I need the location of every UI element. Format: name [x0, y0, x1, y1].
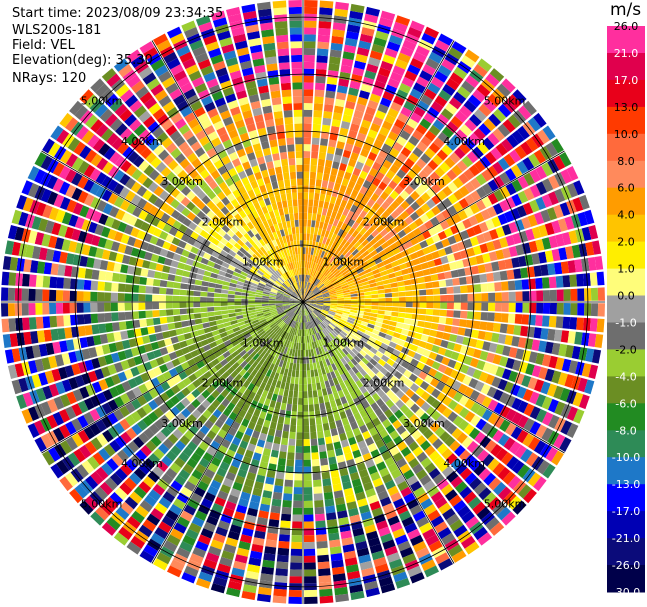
- ring-label: 4.00km: [121, 135, 163, 148]
- azimuth-spoke: [302, 150, 565, 303]
- colorbar-tick-label: -10.0: [612, 451, 640, 464]
- colorbar-tick-label: 1.0: [617, 263, 635, 276]
- colorbar-swatch: [607, 403, 645, 431]
- ring-label: 5.00km: [81, 498, 123, 511]
- start-time-label: Start time: 2023/08/09 23:34:35: [12, 6, 224, 21]
- azimuth-spoke: [41, 150, 304, 303]
- azimuth-spoke: [151, 301, 304, 564]
- colorbar-swatch: [607, 484, 645, 512]
- colorbar-swatch: [607, 376, 645, 404]
- colorbar-swatch: [607, 133, 645, 162]
- colorbar-unit-label: m/s: [610, 0, 642, 20]
- colorbar-swatch: [607, 241, 645, 270]
- ring-label: 4.00km: [121, 457, 163, 470]
- colorbar-tick-label: -21.0: [612, 532, 640, 545]
- colorbar-tick-label: -13.0: [612, 478, 640, 491]
- colorbar-tick-label: 0.0: [617, 290, 635, 303]
- colorbar-tick-label: 21.0: [614, 47, 639, 60]
- colorbar-tick-label: 8.0: [617, 155, 635, 168]
- colorbar-swatch: [607, 295, 645, 323]
- colorbar-tick-label: 10.0: [614, 128, 639, 141]
- colorbar-swatch: [607, 79, 645, 108]
- elevation-label: Elevation(deg): 35.30: [12, 53, 153, 68]
- ring-label: 4.00km: [443, 135, 485, 148]
- colorbar-tick-label: 6.0: [617, 182, 635, 195]
- ring-label: 5.00km: [484, 95, 526, 108]
- colorbar-swatch: [607, 322, 645, 350]
- colorbar-tick-label: -17.0: [612, 505, 640, 518]
- ring-label: 1.00km: [323, 256, 365, 269]
- range-grid: [1, 0, 605, 604]
- colorbar-tick-label: 4.0: [617, 209, 635, 222]
- range-ring-labels: 1.00km 1.00km 1.00km 1.00km 2.00km 2.00km 2.00…: [81, 95, 526, 511]
- ring-label: 2.00km: [202, 215, 244, 228]
- nrays-label: NRays: 120: [12, 71, 87, 86]
- ring-label: 3.00km: [403, 417, 445, 430]
- azimuth-spoke: [302, 301, 455, 564]
- ring-label: 3.00km: [161, 175, 203, 188]
- colorbar-swatch: [607, 430, 645, 458]
- colorbar-tick-label: 17.0: [614, 74, 639, 87]
- ring-label: 1.00km: [242, 256, 284, 269]
- colorbar-tick-label: 26.0: [614, 20, 639, 33]
- colorbar-swatch: [607, 511, 645, 539]
- ring-label: 4.00km: [443, 457, 485, 470]
- ring-label: 1.00km: [242, 336, 284, 349]
- ring-label: 3.00km: [403, 175, 445, 188]
- colorbar: 26.0 21.0 17.0 13.0 10.0 8.0 6.0 4.0 2.0 1.0 0.0 -1…: [607, 20, 645, 599]
- colorbar-swatch: [607, 457, 645, 485]
- colorbar-tick-label: -6.0: [615, 397, 636, 410]
- colorbar-tick-label: -30.0: [612, 586, 640, 599]
- instrument-label: WLS200s-181: [12, 23, 102, 38]
- azimuth-spoke: [41, 301, 304, 454]
- colorbar-swatch: [607, 160, 645, 189]
- colorbar-swatch: [607, 214, 645, 243]
- ring-label: 5.00km: [81, 95, 123, 108]
- colorbar-tick-label: -8.0: [615, 424, 636, 437]
- colorbar-swatch: [607, 106, 645, 135]
- colorbar-swatch: [607, 187, 645, 216]
- colorbar-tick-label: -1.0: [615, 317, 636, 330]
- colorbar-tick-label: 2.0: [617, 236, 635, 249]
- azimuth-spoke: [151, 40, 304, 303]
- azimuth-spoke: [302, 301, 565, 454]
- azimuth-spoke: [302, 40, 455, 303]
- colorbar-tick-label: -2.0: [615, 343, 636, 356]
- colorbar-swatch: [607, 53, 645, 81]
- ring-label: 2.00km: [363, 377, 405, 390]
- colorbar-swatch: [607, 268, 645, 297]
- colorbar-tick-label: -26.0: [612, 559, 640, 572]
- ring-label: 5.00km: [484, 498, 526, 511]
- ring-label: 3.00km: [161, 417, 203, 430]
- colorbar-swatch: [607, 538, 645, 566]
- colorbar-swatch: [607, 349, 645, 377]
- colorbar-tick-label: 13.0: [614, 101, 639, 114]
- colorbar-tick-label: -4.0: [615, 370, 636, 383]
- field-label: Field: VEL: [12, 38, 75, 53]
- colorbar-swatch: [607, 565, 645, 593]
- velocity-field: [1, 0, 605, 604]
- ring-label: 2.00km: [363, 215, 405, 228]
- ring-label: 2.00km: [202, 377, 244, 390]
- ring-label: 1.00km: [323, 336, 365, 349]
- colorbar-swatch: [607, 26, 645, 54]
